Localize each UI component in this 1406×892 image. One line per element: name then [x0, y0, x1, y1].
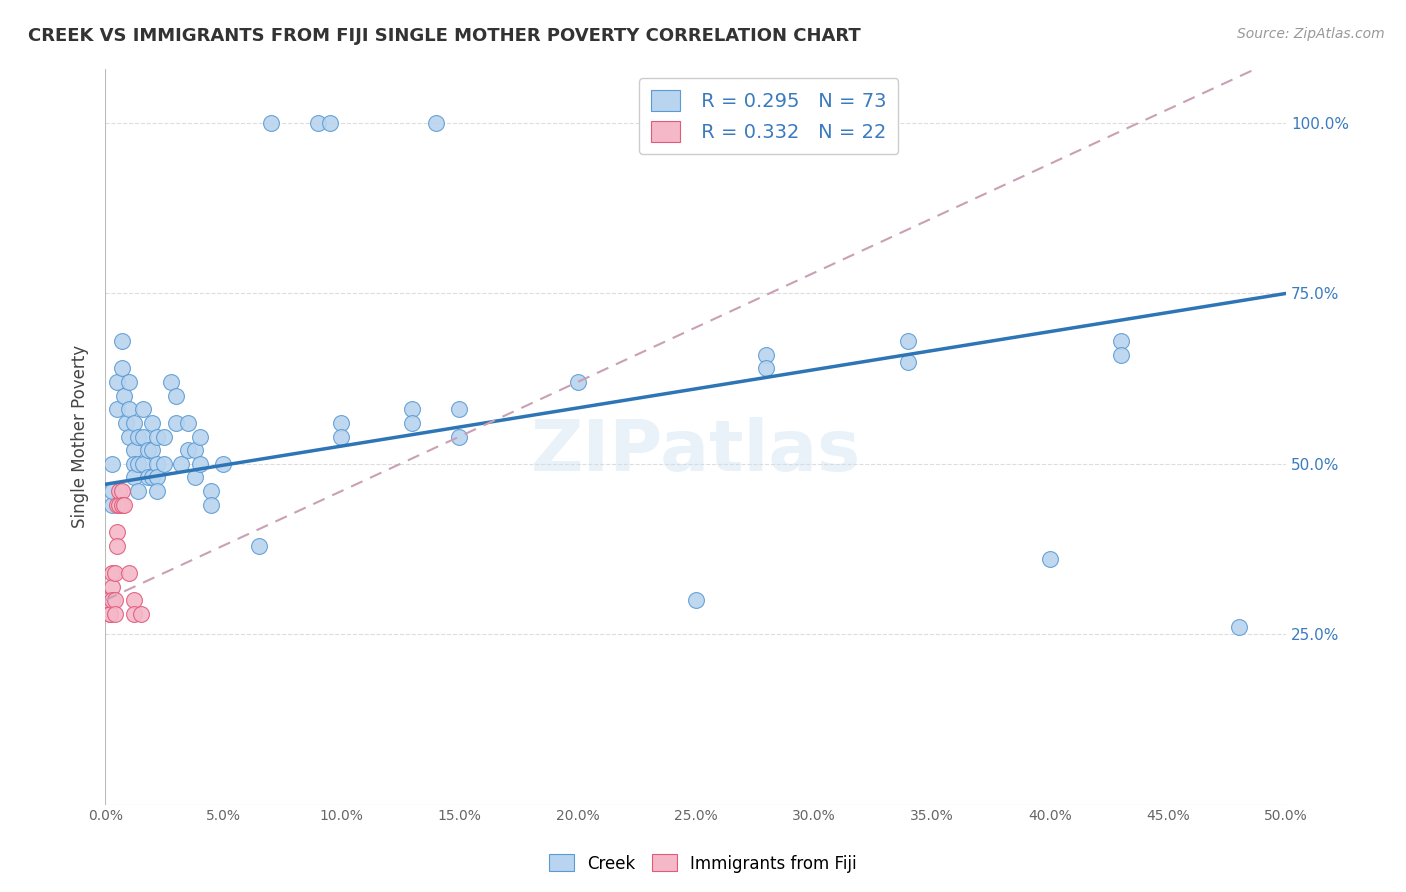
Point: [118, 566, 141, 580]
Point: [122, 593, 145, 607]
Point: [122, 416, 145, 430]
Text: Source: ZipAtlas.com: Source: ZipAtlas.com: [1237, 27, 1385, 41]
Point: [101, 484, 124, 499]
Point: [307, 116, 329, 130]
Point: [141, 416, 163, 430]
Point: [98, 607, 121, 621]
Point: [259, 116, 281, 130]
Point: [105, 524, 128, 539]
Point: [111, 334, 134, 348]
Point: [122, 607, 145, 621]
Point: [1227, 620, 1250, 634]
Point: [330, 416, 353, 430]
Point: [104, 607, 127, 621]
Point: [132, 457, 155, 471]
Point: [401, 416, 423, 430]
Point: [136, 470, 159, 484]
Point: [200, 484, 222, 499]
Point: [112, 498, 135, 512]
Point: [449, 402, 471, 417]
Point: [108, 484, 131, 499]
Point: [1109, 348, 1132, 362]
Point: [755, 361, 778, 376]
Point: [897, 354, 920, 368]
Point: [132, 402, 155, 417]
Point: [897, 334, 920, 348]
Point: [122, 443, 145, 458]
Point: [401, 402, 423, 417]
Point: [188, 429, 211, 443]
Point: [127, 484, 149, 499]
Point: [449, 429, 471, 443]
Point: [115, 416, 138, 430]
Point: [101, 580, 124, 594]
Point: [146, 484, 169, 499]
Point: [105, 402, 128, 417]
Point: [104, 593, 127, 607]
Point: [153, 429, 176, 443]
Point: [177, 443, 200, 458]
Point: [105, 539, 128, 553]
Point: [105, 375, 128, 389]
Point: [112, 389, 135, 403]
Text: CREEK VS IMMIGRANTS FROM FIJI SINGLE MOTHER POVERTY CORRELATION CHART: CREEK VS IMMIGRANTS FROM FIJI SINGLE MOT…: [28, 27, 860, 45]
Point: [330, 429, 353, 443]
Point: [111, 361, 134, 376]
Point: [118, 429, 141, 443]
Point: [101, 498, 124, 512]
Point: [129, 607, 152, 621]
Point: [146, 457, 169, 471]
Point: [97, 593, 120, 607]
Point: [177, 416, 200, 430]
Point: [146, 429, 169, 443]
Point: [101, 457, 124, 471]
Point: [104, 566, 127, 580]
Point: [200, 498, 222, 512]
Point: [184, 470, 207, 484]
Point: [170, 457, 193, 471]
Point: [127, 457, 149, 471]
Point: [318, 116, 340, 130]
Point: [111, 498, 134, 512]
Point: [160, 375, 183, 389]
Point: [141, 443, 163, 458]
Point: [101, 566, 124, 580]
Point: [247, 539, 270, 553]
Point: [146, 470, 169, 484]
Point: [108, 498, 131, 512]
Point: [184, 443, 207, 458]
Point: [132, 429, 155, 443]
Legend: Creek, Immigrants from Fiji: Creek, Immigrants from Fiji: [543, 847, 863, 880]
Point: [97, 593, 120, 607]
Point: [141, 470, 163, 484]
Point: [101, 593, 124, 607]
Point: [1039, 552, 1062, 566]
Point: [1109, 334, 1132, 348]
Point: [755, 348, 778, 362]
Point: [122, 470, 145, 484]
Point: [212, 457, 235, 471]
Legend:  R = 0.295   N = 73,  R = 0.332   N = 22: R = 0.295 N = 73, R = 0.332 N = 22: [638, 78, 898, 153]
Point: [685, 593, 707, 607]
Point: [165, 389, 187, 403]
Point: [165, 416, 187, 430]
Point: [136, 443, 159, 458]
Point: [118, 375, 141, 389]
Point: [567, 375, 589, 389]
Point: [188, 457, 211, 471]
Point: [425, 116, 447, 130]
Point: [105, 498, 128, 512]
Point: [153, 457, 176, 471]
Y-axis label: Single Mother Poverty: Single Mother Poverty: [72, 345, 89, 528]
Point: [98, 607, 121, 621]
Text: ZIPatlas: ZIPatlas: [530, 417, 860, 486]
Point: [118, 402, 141, 417]
Point: [127, 429, 149, 443]
Point: [111, 484, 134, 499]
Point: [122, 457, 145, 471]
